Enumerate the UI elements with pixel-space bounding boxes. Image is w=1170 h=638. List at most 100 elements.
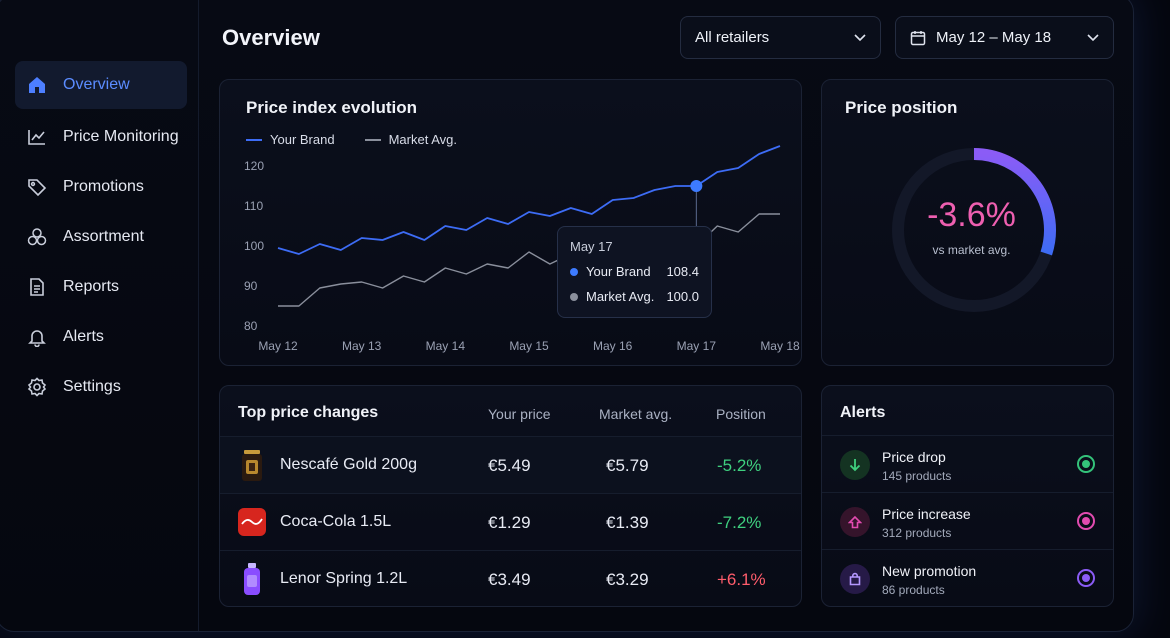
arrow-down-icon <box>840 450 870 480</box>
price-position-title: Price position <box>845 98 958 117</box>
your-price: €1.29 <box>488 513 531 532</box>
x-tick-label: May 15 <box>509 339 549 353</box>
date-range-picker[interactable]: May 12 – May 18 <box>895 16 1114 59</box>
column-header-position: Position <box>716 406 766 422</box>
date-range-value: May 12 – May 18 <box>936 29 1052 46</box>
alert-item-new-promotion[interactable]: New promotion 86 products <box>822 549 1113 606</box>
gear-icon <box>27 377 47 397</box>
top-changes-card: Top price changes Your price Market avg.… <box>219 385 802 607</box>
price-index-chart: 80 90 100 110 120 May 12 May 13 May 14 May 15 May… <box>244 145 800 353</box>
coffee-jar-icon <box>237 448 267 482</box>
bell-icon <box>27 327 47 347</box>
tooltip-date: May 17 <box>570 239 613 254</box>
sidebar: Overview Price Monitoring Promotions Ass… <box>0 0 199 631</box>
alert-item-price-drop[interactable]: Price drop 145 products <box>822 435 1113 492</box>
alert-title: Price increase <box>882 506 971 522</box>
price-position-caption: vs market avg. <box>932 243 1011 257</box>
page-title: Overview <box>222 25 320 50</box>
column-header-your-price: Your price <box>488 406 551 422</box>
sidebar-item-settings[interactable]: Settings <box>15 363 187 411</box>
detergent-bottle-icon <box>237 562 267 596</box>
price-position-ring <box>892 148 1056 312</box>
alert-subtitle: 86 products <box>882 583 945 597</box>
price-position-value: -3.6% <box>927 196 1016 234</box>
position-value: -5.2% <box>717 456 762 475</box>
chart-legend: Your Brand Market Avg. <box>246 132 457 147</box>
x-tick-label: May 13 <box>342 339 382 353</box>
home-icon <box>27 75 47 95</box>
y-tick-label: 120 <box>244 159 264 173</box>
legend-item-your-brand: Your Brand <box>246 132 335 147</box>
sidebar-item-overview[interactable]: Overview <box>15 61 187 109</box>
x-tick-label: May 16 <box>593 339 633 353</box>
alert-subtitle: 312 products <box>882 526 952 540</box>
top-changes-title: Top price changes <box>238 404 379 421</box>
sidebar-item-label: Overview <box>63 76 130 93</box>
sidebar-item-alerts[interactable]: Alerts <box>15 313 187 361</box>
your-price: €3.49 <box>488 570 531 589</box>
x-tick-label: May 12 <box>258 339 298 353</box>
legend-item-market-avg: Market Avg. <box>364 132 457 147</box>
sidebar-item-reports[interactable]: Reports <box>15 263 187 311</box>
alerts-card: Alerts Price drop 145 products Price inc… <box>821 385 1114 607</box>
market-avg: €1.39 <box>606 513 649 532</box>
alerts-title: Alerts <box>840 404 886 421</box>
chevron-down-icon <box>854 33 866 42</box>
sidebar-item-label: Reports <box>63 278 120 295</box>
table-row[interactable]: Lenor Spring 1.2L €3.49 €3.29 +6.1% <box>220 550 801 607</box>
product-name: Coca-Cola 1.5L <box>280 513 392 530</box>
market-avg: €5.79 <box>606 456 649 475</box>
tag-icon <box>27 177 47 197</box>
sidebar-item-label: Promotions <box>63 178 144 195</box>
price-index-title: Price index evolution <box>246 98 417 117</box>
market-avg: €3.29 <box>606 570 649 589</box>
sidebar-item-label: Alerts <box>63 328 104 345</box>
app-window: Overview Price Monitoring Promotions Ass… <box>0 0 1134 632</box>
alert-toggle[interactable] <box>1077 455 1095 473</box>
alert-title: New promotion <box>882 563 977 579</box>
price-index-card: Price index evolution Your Brand Market … <box>219 79 802 366</box>
table-row[interactable]: Nescafé Gold 200g €5.49 €5.79 -5.2% <box>220 436 801 493</box>
product-name: Nescafé Gold 200g <box>280 456 417 473</box>
sidebar-item-label: Settings <box>63 378 121 395</box>
sidebar-item-promotions[interactable]: Promotions <box>15 163 187 211</box>
y-tick-label: 110 <box>244 199 263 213</box>
tooltip-row-market-avg: Market Avg. 100.0 <box>570 289 699 304</box>
alert-toggle[interactable] <box>1077 512 1095 530</box>
x-tick-label: May 18 <box>760 339 800 353</box>
x-tick-label: May 17 <box>677 339 717 353</box>
ring-progress-arc <box>973 148 1056 256</box>
sidebar-item-label: Price Monitoring <box>63 128 179 145</box>
retailer-select-value: All retailers <box>695 29 770 46</box>
alert-toggle[interactable] <box>1077 569 1095 587</box>
your-price: €5.49 <box>488 456 531 475</box>
tag-icon <box>840 564 870 594</box>
retailer-select[interactable]: All retailers <box>680 16 881 59</box>
chevron-down-icon <box>1087 33 1099 42</box>
trend-icon <box>27 127 47 147</box>
x-tick-label: May 14 <box>426 339 466 353</box>
alert-title: Price drop <box>882 449 946 465</box>
price-position-card: Price position -3.6% vs market avg. <box>821 79 1114 366</box>
y-tick-label: 100 <box>244 239 264 253</box>
y-tick-label: 90 <box>244 279 258 293</box>
alert-item-price-increase[interactable]: Price increase 312 products <box>822 492 1113 549</box>
sidebar-item-assortment[interactable]: Assortment <box>15 213 187 261</box>
position-value: -7.2% <box>717 513 762 532</box>
alert-subtitle: 145 products <box>882 469 952 483</box>
position-value: +6.1% <box>717 570 766 589</box>
highlight-point <box>690 180 703 192</box>
y-tick-label: 80 <box>244 319 258 333</box>
document-icon <box>27 277 47 297</box>
cola-bottle-icon <box>237 505 267 539</box>
boxes-icon <box>27 227 47 247</box>
chart-tooltip: May 17 Your Brand 108.4 Market Avg. 100.… <box>557 226 712 318</box>
sidebar-item-price-monitoring[interactable]: Price Monitoring <box>15 113 187 161</box>
calendar-icon <box>910 30 926 46</box>
sidebar-item-label: Assortment <box>63 228 144 245</box>
table-row[interactable]: Coca-Cola 1.5L €1.29 €1.39 -7.2% <box>220 493 801 550</box>
arrow-up-icon <box>840 507 870 537</box>
column-header-market-avg: Market avg. <box>599 406 673 422</box>
tooltip-row-your-brand: Your Brand 108.4 <box>570 264 699 279</box>
product-name: Lenor Spring 1.2L <box>280 570 408 587</box>
